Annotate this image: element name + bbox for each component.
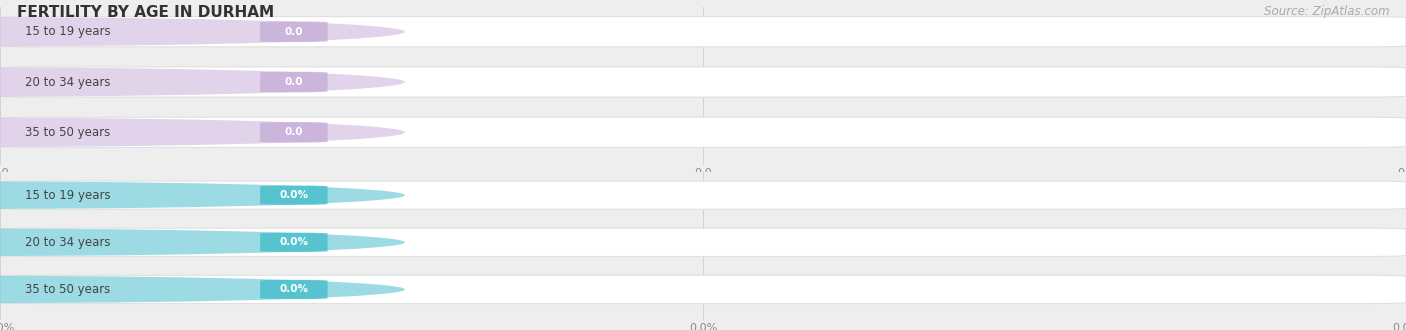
Text: 0.0: 0.0	[284, 127, 304, 137]
FancyBboxPatch shape	[0, 181, 1406, 209]
Circle shape	[0, 68, 405, 96]
Text: 15 to 19 years: 15 to 19 years	[25, 189, 111, 202]
FancyBboxPatch shape	[260, 233, 328, 252]
FancyBboxPatch shape	[260, 280, 328, 299]
Text: 0.0%: 0.0%	[280, 284, 308, 294]
Text: Source: ZipAtlas.com: Source: ZipAtlas.com	[1264, 5, 1389, 18]
Text: 0.0: 0.0	[284, 27, 304, 37]
Text: 35 to 50 years: 35 to 50 years	[25, 283, 111, 296]
FancyBboxPatch shape	[0, 275, 1406, 304]
FancyBboxPatch shape	[260, 122, 328, 143]
Text: 0.0: 0.0	[284, 77, 304, 87]
FancyBboxPatch shape	[0, 67, 1406, 97]
Text: FERTILITY BY AGE IN DURHAM: FERTILITY BY AGE IN DURHAM	[17, 5, 274, 20]
Text: 15 to 19 years: 15 to 19 years	[25, 25, 111, 38]
Circle shape	[0, 182, 405, 209]
FancyBboxPatch shape	[0, 117, 1406, 148]
FancyBboxPatch shape	[260, 21, 328, 42]
Text: 0.0%: 0.0%	[280, 190, 308, 200]
Text: 35 to 50 years: 35 to 50 years	[25, 126, 111, 139]
FancyBboxPatch shape	[260, 185, 328, 205]
Text: 20 to 34 years: 20 to 34 years	[25, 236, 111, 249]
Circle shape	[0, 118, 405, 147]
Text: 0.0%: 0.0%	[280, 237, 308, 247]
Circle shape	[0, 229, 405, 256]
Circle shape	[0, 17, 405, 46]
FancyBboxPatch shape	[0, 16, 1406, 47]
Text: 20 to 34 years: 20 to 34 years	[25, 76, 111, 88]
FancyBboxPatch shape	[260, 72, 328, 92]
Circle shape	[0, 276, 405, 303]
FancyBboxPatch shape	[0, 228, 1406, 256]
